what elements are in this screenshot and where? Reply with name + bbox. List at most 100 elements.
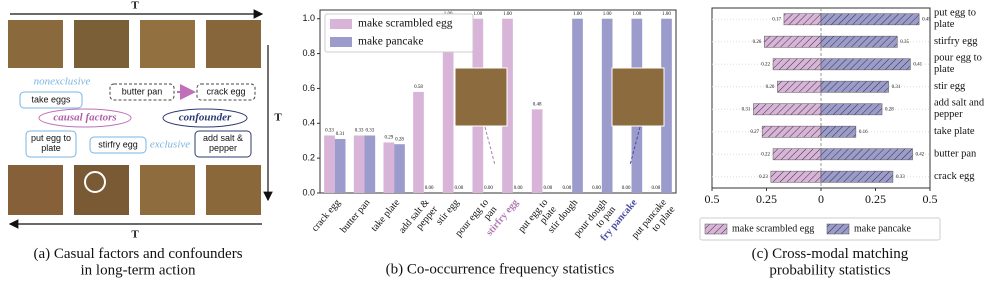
y-tick-label: put egg to plate xyxy=(934,8,976,31)
value-label: 0.33 xyxy=(325,129,334,134)
y-tick-label: take plate xyxy=(934,126,975,137)
legend: make scrambled egg make pancake xyxy=(699,217,941,241)
value-label: 1.00 xyxy=(503,12,512,17)
bar xyxy=(353,135,365,193)
value-label: 0.41 xyxy=(913,62,922,67)
y-tick-label: 0.4 xyxy=(302,118,315,128)
action-box xyxy=(196,83,256,101)
y-tick-label: stirfry egg xyxy=(934,36,978,47)
group-ellipse xyxy=(162,108,248,128)
x-tick-label: 0.5 xyxy=(923,192,938,206)
value-label: 0.00 xyxy=(514,186,523,191)
bar xyxy=(394,144,405,193)
value-label: 1.00 xyxy=(662,12,671,17)
video-frame xyxy=(8,165,63,215)
value-label: 1.00 xyxy=(473,12,482,17)
y-tick-label: 0.0 xyxy=(302,187,315,197)
bar xyxy=(820,13,920,26)
bar xyxy=(324,135,335,193)
inset-frame xyxy=(454,67,508,127)
x-tick-label: 0.5 xyxy=(705,192,720,206)
value-label: 1.00 xyxy=(573,12,582,17)
action-label: crack egg xyxy=(206,86,245,96)
legend-swatch xyxy=(704,223,728,235)
value-label: 1.00 xyxy=(603,12,612,17)
video-frame xyxy=(140,165,195,215)
bar xyxy=(772,148,822,161)
x-tick-label: 0.25 xyxy=(756,192,777,206)
caption: (a) Casual factors and confounders in lon… xyxy=(33,246,242,279)
action-box xyxy=(194,130,252,158)
value-label: 0.00 xyxy=(562,186,571,191)
action-box xyxy=(109,83,175,101)
y-tick-label: pour egg to plate xyxy=(934,53,982,76)
relation-label: exclusive xyxy=(150,139,190,151)
legend: make scrambled egg make pancake xyxy=(324,13,474,53)
value-label: 0.20 xyxy=(766,85,775,90)
bar xyxy=(601,18,613,194)
group-label: causal factors xyxy=(53,112,116,124)
bar xyxy=(820,170,894,183)
video-frame xyxy=(74,20,129,68)
action-box xyxy=(19,91,83,109)
legend-box xyxy=(699,217,941,241)
action-label: take eggs xyxy=(31,94,71,104)
highlight-circle xyxy=(84,171,106,193)
value-label: 0.33 xyxy=(355,129,364,134)
value-label: 0.58 xyxy=(414,85,423,90)
y-tick-label: stir egg xyxy=(934,81,966,92)
x-tick-label: 0.25 xyxy=(865,192,886,206)
bar xyxy=(383,142,395,193)
caption: (c) Cross-modal matching probability stat… xyxy=(752,246,909,279)
y-tick-label: crack egg xyxy=(934,171,975,182)
bar xyxy=(764,35,822,48)
value-label: 0.42 xyxy=(916,152,925,157)
value-label: 0.00 xyxy=(454,186,463,191)
bar xyxy=(820,103,883,116)
inset-frame xyxy=(611,67,665,127)
bar xyxy=(413,91,424,193)
pointer xyxy=(484,126,496,166)
y-tick-label: 1.0 xyxy=(302,13,315,23)
value-label: 0.22 xyxy=(761,152,770,157)
legend-label: make pancake xyxy=(854,223,911,234)
value-label: 0.45 xyxy=(922,17,931,22)
bar xyxy=(783,13,822,26)
value-label: 0.33 xyxy=(365,129,374,134)
bar xyxy=(777,80,822,93)
value-label: 0.29 xyxy=(384,136,393,141)
y-tick-label: add salt and pepper xyxy=(934,98,985,121)
value-label: 0.22 xyxy=(761,62,770,67)
value-label: 0.35 xyxy=(900,40,909,45)
y-tick-label: 0.8 xyxy=(302,48,315,58)
value-label: 0.00 xyxy=(651,186,660,191)
video-frame xyxy=(140,20,195,68)
value-label: 0.00 xyxy=(425,186,434,191)
group-ellipse xyxy=(38,108,132,128)
bar xyxy=(364,135,376,193)
plot-frame xyxy=(319,9,677,194)
value-label: 0.00 xyxy=(484,186,493,191)
action-label: stirfry egg xyxy=(98,139,138,149)
value-label: 0.31 xyxy=(336,132,345,137)
time-label: T xyxy=(131,229,139,241)
bar xyxy=(661,18,672,194)
value-label: 0.31 xyxy=(892,85,901,90)
caption: (b) Co-occurrence frequency statistics xyxy=(386,261,615,277)
bar xyxy=(753,103,822,116)
bar xyxy=(820,35,898,48)
legend-swatch xyxy=(330,19,352,29)
bar xyxy=(820,58,911,71)
x-tick-label: 0 xyxy=(818,192,824,206)
value-label: 0.28 xyxy=(885,107,894,112)
value-label: 0.26 xyxy=(753,40,762,45)
video-frame xyxy=(8,20,63,68)
value-label: 0.33 xyxy=(896,175,905,180)
action-box xyxy=(89,136,147,154)
action-box xyxy=(25,130,77,158)
value-label: 0.17 xyxy=(772,17,781,22)
bar xyxy=(572,18,583,194)
bar xyxy=(442,18,454,194)
legend-swatch xyxy=(330,37,352,47)
